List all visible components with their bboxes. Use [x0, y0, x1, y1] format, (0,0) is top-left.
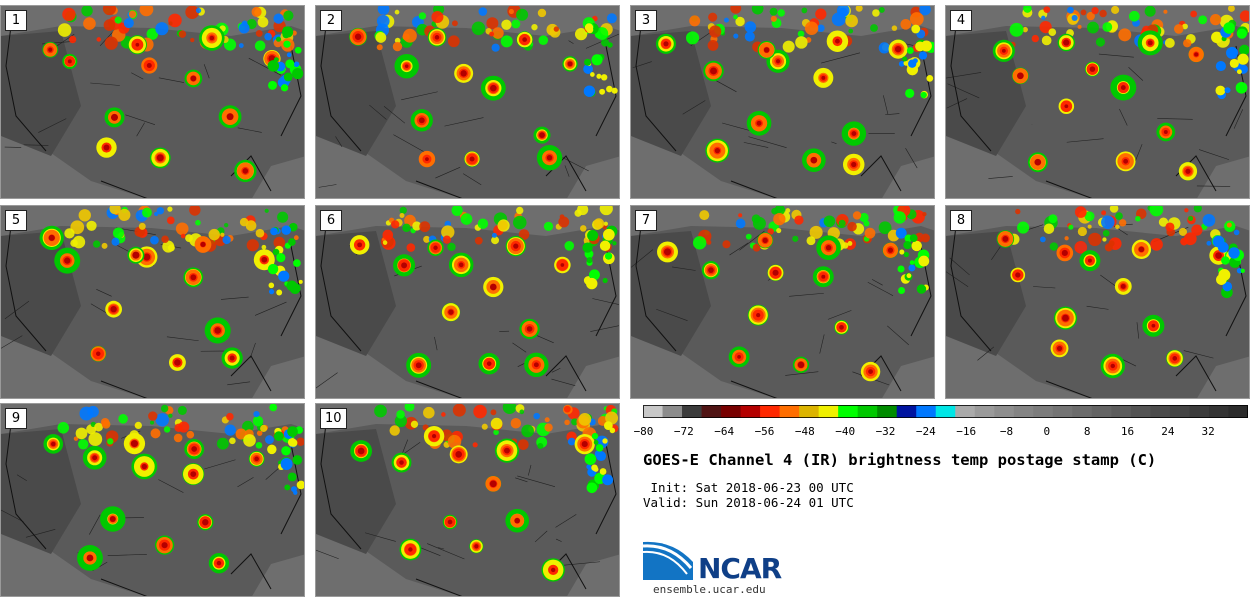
panel-number-label: 8	[950, 210, 972, 231]
colorbar-tick-label: −80	[633, 425, 654, 438]
colorbar-segment	[1111, 405, 1132, 418]
panel-number-label: 9	[5, 408, 27, 429]
colorbar-segment	[838, 405, 859, 418]
colorbar-tick-label: −72	[673, 425, 694, 438]
panel-number-label: 3	[635, 10, 657, 31]
colorbar-tick-label: 32	[1201, 425, 1215, 438]
colorbar-tick-label: −56	[754, 425, 775, 438]
colorbar-segment	[1033, 405, 1054, 418]
panel-number-label: 2	[320, 10, 342, 31]
colorbar-segment	[740, 405, 761, 418]
colorbar-segment	[935, 405, 956, 418]
figure-title: GOES-E Channel 4 (IR) brightness temp po…	[643, 451, 1157, 469]
map-panel-2: 2	[315, 5, 620, 199]
site-url: ensemble.ucar.edu	[653, 583, 766, 596]
map-panel-6: 6	[315, 205, 620, 399]
colorbar-tick-label: 16	[1120, 425, 1135, 438]
map-panel-8: 8	[945, 205, 1250, 399]
colorbar-segment	[662, 405, 683, 418]
colorbar-tick-label: −32	[875, 425, 896, 438]
colorbar-segment	[1150, 405, 1171, 418]
colorbar-segment	[760, 405, 781, 418]
colorbar-tick-label: −16	[956, 425, 977, 438]
colorbar-segment	[896, 405, 917, 418]
colorbar-segment	[721, 405, 741, 418]
map-panel-1: 1	[0, 5, 305, 199]
colorbar-segment	[799, 405, 820, 418]
colorbar-tick-label: 0	[1043, 425, 1051, 438]
panel-number-label: 6	[320, 210, 342, 231]
valid-time: Valid: Sun 2018-06-24 01 UTC	[643, 495, 854, 510]
map-panel-4: 4	[945, 5, 1250, 199]
map-panel-7: 7	[630, 205, 935, 399]
map-panel-5: 5	[0, 205, 305, 399]
ncar-logo-icon	[643, 541, 693, 580]
colorbar-segment	[916, 405, 937, 418]
map-panel-10: 10	[315, 403, 620, 597]
map-panel-9: 9	[0, 403, 305, 597]
colorbar-segment	[1169, 405, 1190, 418]
colorbar-segment	[1091, 405, 1112, 418]
colorbar-segment	[1130, 405, 1151, 418]
colorbar-segment	[1208, 405, 1229, 418]
colorbar-segment	[974, 405, 995, 418]
panel-number-label: 10	[320, 408, 347, 429]
colorbar-segment	[1228, 405, 1248, 418]
colorbar	[643, 405, 1248, 418]
colorbar-segment	[682, 405, 702, 418]
init-time: Init: Sat 2018-06-23 00 UTC	[643, 480, 854, 495]
colorbar-segment	[1189, 405, 1210, 418]
colorbar-tick-label: 24	[1161, 425, 1175, 438]
colorbar-segment	[877, 405, 898, 418]
colorbar-segment	[857, 405, 878, 418]
colorbar-segment	[955, 405, 976, 418]
colorbar-tick-label: −64	[714, 425, 735, 438]
colorbar-segment	[994, 405, 1015, 418]
colorbar-tick-label: −24	[915, 425, 936, 438]
colorbar-segment	[701, 405, 722, 418]
panel-number-label: 1	[5, 10, 27, 31]
map-panel-3: 3	[630, 5, 935, 199]
colorbar-segment	[643, 405, 663, 418]
colorbar-tick-label: −8	[999, 425, 1014, 438]
colorbar-tick-label: −48	[794, 425, 815, 438]
colorbar-segment	[1052, 405, 1073, 418]
colorbar-segment	[818, 405, 839, 418]
colorbar-tick-label: −40	[835, 425, 856, 438]
ncar-logo-text: NCAR	[698, 552, 782, 585]
colorbar-tick-label: 8	[1083, 425, 1091, 438]
colorbar-segment	[779, 405, 800, 418]
panel-number-label: 7	[635, 210, 657, 231]
colorbar-segment	[1072, 405, 1093, 418]
panel-number-label: 5	[5, 210, 27, 231]
panel-number-label: 4	[950, 10, 972, 31]
colorbar-segment	[1013, 405, 1034, 418]
